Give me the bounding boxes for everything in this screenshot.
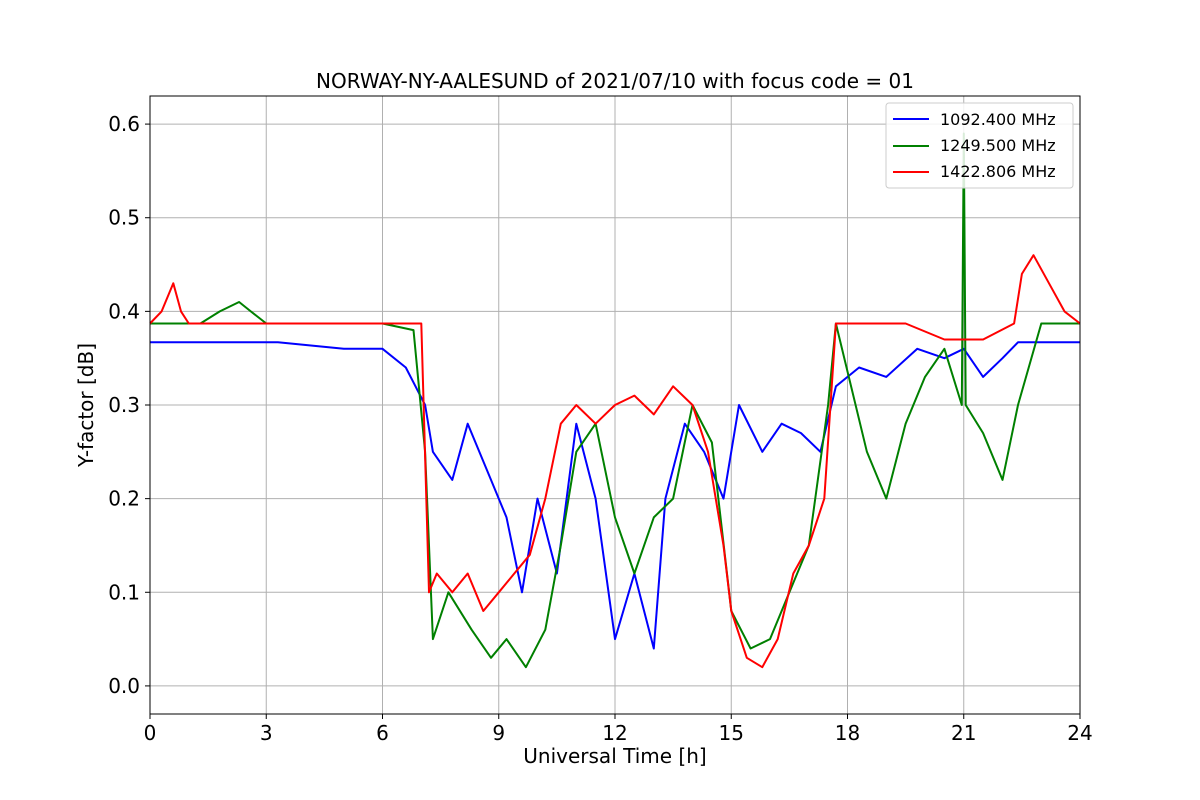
y-tick-label: 0.3 — [108, 393, 140, 417]
x-tick-label: 6 — [376, 721, 389, 745]
legend-box — [885, 102, 1074, 189]
y-tick-label: 0.0 — [108, 674, 140, 698]
x-tick-label: 24 — [1067, 721, 1092, 745]
x-axis-label: Universal Time [h] — [523, 744, 706, 768]
x-tick-label: 21 — [951, 721, 976, 745]
y-tick-label: 0.2 — [108, 487, 140, 511]
y-ticks: 0.0 0.1 0.2 0.3 0.4 0.5 0.6 — [108, 112, 150, 698]
x-tick-label: 3 — [260, 721, 273, 745]
x-tick-label: 12 — [602, 721, 627, 745]
legend-entry-1: 1249.500 MHz — [940, 136, 1056, 155]
x-tick-label: 9 — [492, 721, 505, 745]
x-tick-label: 0 — [144, 721, 157, 745]
y-tick-label: 0.4 — [108, 299, 140, 323]
x-ticks: 0 3 6 9 12 15 18 21 24 — [144, 714, 1093, 745]
series-layer — [149, 132, 1081, 669]
legend-entry-0: 1092.400 MHz — [940, 110, 1056, 129]
legend: 1092.400 MHz 1249.500 MHz 1422.806 MHz — [885, 102, 1074, 189]
series-line-2 — [149, 254, 1081, 669]
x-tick-label: 18 — [835, 721, 860, 745]
legend-entry-2: 1422.806 MHz — [940, 162, 1056, 181]
chart-title: NORWAY-NY-AALESUND of 2021/07/10 with fo… — [316, 69, 914, 93]
y-tick-label: 0.5 — [108, 206, 140, 230]
y-axis-label: Y-factor [dB] — [74, 343, 98, 468]
x-tick-label: 15 — [719, 721, 744, 745]
y-tick-label: 0.6 — [108, 112, 140, 136]
y-tick-label: 0.1 — [108, 580, 140, 604]
series-line-1 — [150, 132, 1080, 669]
